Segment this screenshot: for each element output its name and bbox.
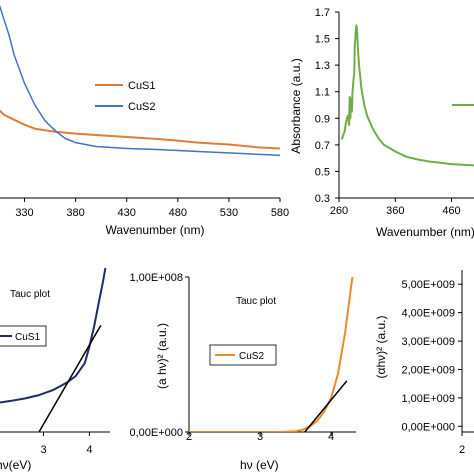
y-tick-labels: 0,00E+000 1,00E+008 bbox=[129, 272, 189, 439]
y-tick-label: 1.3 bbox=[315, 60, 330, 72]
y-tick-label: 1,00E+009 bbox=[401, 393, 455, 405]
x-tick-label: 360 bbox=[386, 205, 404, 217]
panel-tauc-3: 0,00E+000 1,00E+009 2,00E+009 3,00E+009 4,00… bbox=[374, 270, 474, 456]
series-fit-line bbox=[38, 325, 102, 432]
panel-tauc-cus1: 34 Tauc plot CuS1 hν(eV) bbox=[0, 268, 110, 472]
y-tick-label: 0.9 bbox=[315, 113, 330, 125]
curves bbox=[0, 4, 280, 157]
y-tick-label: 4,00E+009 bbox=[401, 308, 455, 320]
legend-box bbox=[0, 325, 47, 347]
curves bbox=[189, 276, 354, 432]
x-tick-label: 2 bbox=[459, 444, 465, 456]
y-tick-label: 1.5 bbox=[315, 34, 330, 46]
y-tick-label: 5,00E+009 bbox=[401, 279, 455, 291]
y-axis-label: (a hν)² (a.u.) bbox=[155, 323, 169, 389]
x-axis-label: Wavenumber (nm) bbox=[106, 223, 205, 237]
x-tick-label: 580 bbox=[271, 207, 289, 219]
x-tick-label: 330 bbox=[15, 207, 33, 219]
x-tick-label: 2 bbox=[186, 431, 192, 443]
annotation: Tauc plot bbox=[10, 289, 50, 300]
y-tick-label: 3,00E+009 bbox=[401, 336, 455, 348]
series-cus1 bbox=[0, 268, 107, 404]
panel-tauc-cus2: 0,00E+000 1,00E+008 2 3 4 Tauc plot CuS2 (a… bbox=[129, 272, 356, 472]
y-tick-label: 0.3 bbox=[315, 193, 330, 205]
x-tick-label: 4 bbox=[328, 431, 334, 443]
series-curve bbox=[340, 24, 474, 167]
y-tick-label: 0.5 bbox=[315, 166, 330, 178]
y-axis-label: Absorbance (a.u.) bbox=[289, 58, 303, 153]
legend-label-cus2: CuS2 bbox=[239, 351, 264, 362]
legend-label-cus1: CuS1 bbox=[128, 80, 156, 92]
legend-label-cus1: CuS1 bbox=[15, 332, 40, 343]
x-tick-label: 480 bbox=[169, 207, 187, 219]
y-axis-label: (αhν)² (a.u.) bbox=[374, 316, 388, 379]
y-tick-label: 1.7 bbox=[315, 7, 330, 19]
curves bbox=[0, 268, 107, 432]
x-tick-label: 460 bbox=[442, 205, 460, 217]
series-fit-line bbox=[304, 380, 348, 432]
plot-area bbox=[0, 0, 280, 198]
x-tick-labels: 260 360 460 bbox=[330, 198, 461, 217]
annotation: Tauc plot bbox=[236, 296, 276, 307]
x-axis-label: hν(eV) bbox=[0, 458, 31, 472]
x-tick-labels: 2 bbox=[459, 432, 465, 456]
x-tick-label: 3 bbox=[40, 444, 46, 456]
x-tick-label: 430 bbox=[118, 207, 136, 219]
x-tick-labels: 330 380 430 480 530 580 bbox=[15, 198, 289, 219]
y-tick-label: 2,00E+009 bbox=[401, 365, 455, 377]
series-cus2 bbox=[0, 4, 280, 157]
y-tick-labels: 0,00E+000 1,00E+009 2,00E+009 3,00E+009 4,00… bbox=[401, 279, 462, 433]
y-tick-label: 0,00E+000 bbox=[401, 421, 455, 433]
x-tick-label: 260 bbox=[330, 205, 348, 217]
x-axis-label: Wavenumber (nm) bbox=[376, 225, 474, 239]
x-tick-labels: 2 3 4 bbox=[186, 431, 334, 443]
y-tick-label: 1,00E+008 bbox=[129, 272, 183, 284]
y-tick-label: 0,00E+000 bbox=[129, 427, 183, 439]
y-tick-label: 1.1 bbox=[315, 87, 330, 99]
x-tick-label: 4 bbox=[86, 444, 92, 456]
curves bbox=[340, 24, 474, 167]
legend-box bbox=[209, 344, 277, 366]
y-tick-label: 0.7 bbox=[315, 140, 330, 152]
y-tick-labels: 0.3 0.5 0.7 0.9 1.1 1.3 1.5 1.7 bbox=[315, 7, 339, 205]
legend: CuS1 CuS2 bbox=[95, 80, 156, 113]
x-tick-label: 380 bbox=[66, 207, 84, 219]
series-cus1 bbox=[0, 109, 280, 150]
panel-absorbance: 0.3 0.5 0.7 0.9 1.1 1.3 1.5 1.7 260 360 460 Absor… bbox=[289, 7, 474, 239]
x-tick-label: 3 bbox=[257, 431, 263, 443]
panel-uv-vis-cus1-cus2: 330 380 430 480 530 580 CuS1 CuS2 Wavenumber … bbox=[0, 0, 289, 237]
legend-label-cus2: CuS2 bbox=[128, 101, 156, 113]
x-axis-label: hν (eV) bbox=[240, 458, 279, 472]
x-tick-label: 530 bbox=[220, 207, 238, 219]
